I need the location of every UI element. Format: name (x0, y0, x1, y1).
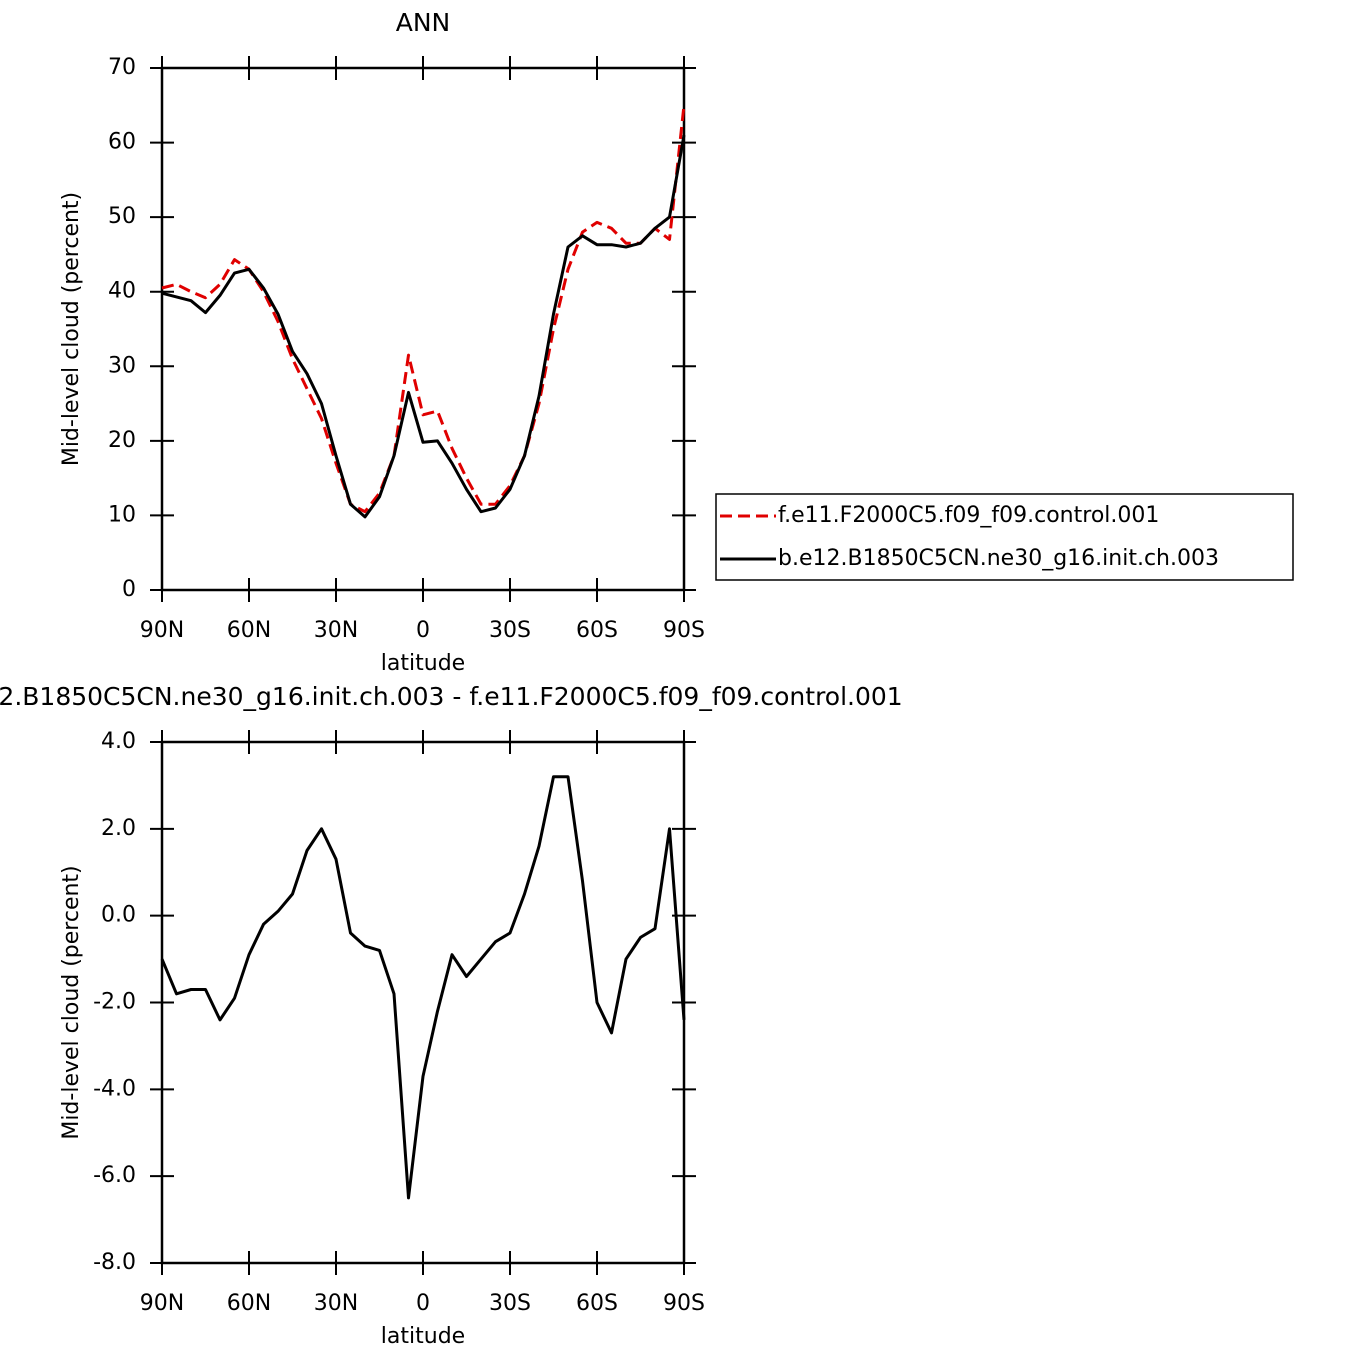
y-tick-label: 10 (108, 502, 136, 527)
y-tick-label: 20 (108, 428, 136, 453)
plot-frame (160, 740, 686, 1265)
x-tick-label: 60S (576, 618, 618, 643)
legend-label: b.e12.B1850C5CN.ne30_g16.init.ch.003 (778, 546, 1219, 571)
y-tick-label: 60 (108, 130, 136, 155)
x-tick-label: 90S (663, 1291, 705, 1316)
chart-title: ANN (396, 8, 451, 37)
y-tick-label: 4.0 (101, 729, 136, 754)
legend-box (715, 493, 1294, 581)
y-tick-label: -8.0 (93, 1250, 136, 1275)
y-axis-label: Mid-level cloud (percent) (59, 192, 84, 466)
x-tick-label: 30N (314, 618, 358, 643)
y-tick-label: 0.0 (101, 903, 136, 928)
x-tick-label: 30N (314, 1291, 358, 1316)
x-tick-label: 0 (416, 618, 430, 643)
x-tick-label: 0 (416, 1291, 430, 1316)
x-tick-label: 60S (576, 1291, 618, 1316)
series-line (161, 105, 686, 514)
y-tick-label: 0 (122, 577, 136, 602)
series-line (160, 775, 686, 1200)
legend-label: f.e11.F2000C5.f09_f09.control.001 (778, 503, 1159, 528)
y-axis-label: Mid-level cloud (percent) (59, 865, 84, 1139)
x-axis-label: latitude (381, 651, 465, 676)
chart-title: b.e12.B1850C5CN.ne30_g16.init.ch.003 - f… (0, 682, 903, 711)
series-line (161, 134, 686, 519)
y-tick-label: -4.0 (93, 1076, 136, 1101)
x-tick-label: 90S (663, 618, 705, 643)
x-tick-label: 60N (227, 1291, 271, 1316)
x-tick-label: 30S (489, 618, 531, 643)
y-tick-label: 70 (108, 55, 136, 80)
x-tick-label: 90N (140, 618, 184, 643)
x-tick-label: 30S (489, 1291, 531, 1316)
plot-frame (160, 66, 686, 592)
y-tick-label: 40 (108, 279, 136, 304)
x-axis-label: latitude (381, 1324, 465, 1349)
x-tick-label: 60N (227, 618, 271, 643)
y-tick-label: -2.0 (93, 990, 136, 1015)
y-tick-label: -6.0 (93, 1163, 136, 1188)
y-tick-label: 30 (108, 353, 136, 378)
y-tick-label: 2.0 (101, 816, 136, 841)
x-tick-label: 90N (140, 1291, 184, 1316)
y-tick-label: 50 (108, 204, 136, 229)
